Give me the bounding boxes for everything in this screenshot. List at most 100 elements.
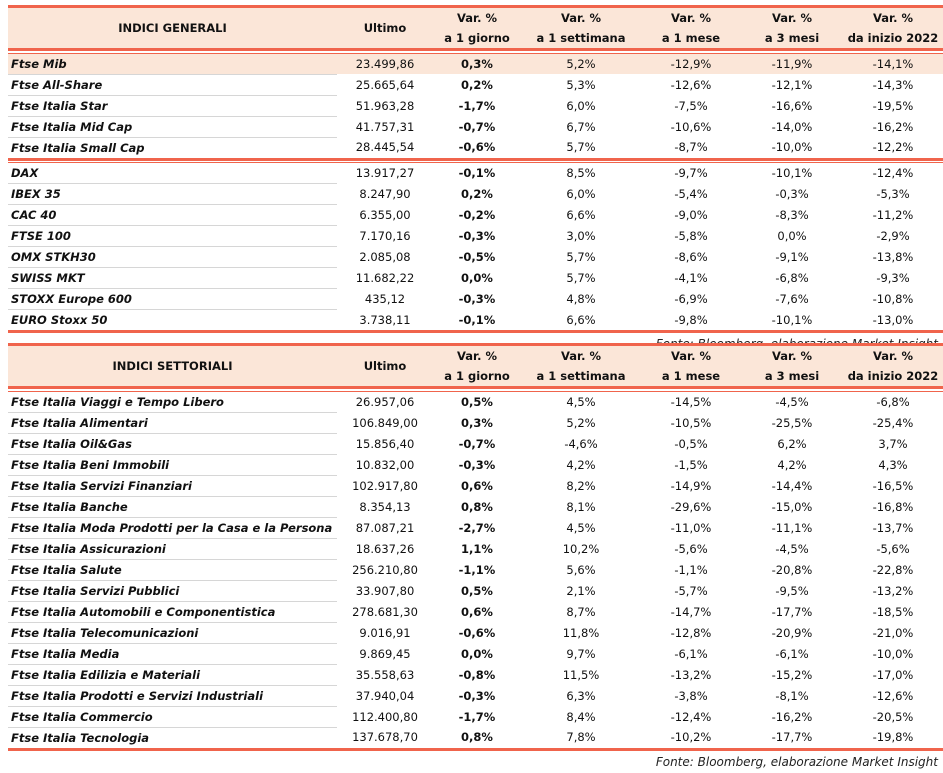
cell-d1: -0,7%	[458, 436, 496, 451]
cell-m1: -11,0%	[670, 520, 712, 535]
table-row: Ftse Italia Edilizia e Materiali 35.558,6…	[8, 664, 943, 686]
table-row: SWISS MKT 11.682,22 0,0% 5,7% -4,1% -6,8% -9,3…	[8, 267, 943, 289]
cell-ytd: -10,8%	[872, 292, 914, 306]
cell-name: Ftse Italia Salute	[8, 559, 337, 581]
cell-w1: 4,5%	[566, 394, 596, 409]
table-row: Ftse Italia Mid Cap 41.757,31 -0,7% 6,7% -10…	[8, 116, 943, 138]
cell-ytd: -5,3%	[876, 187, 910, 201]
cell-m3: -11,9%	[771, 56, 813, 71]
table-row: Ftse Mib 23.499,86 0,3% 5,2% -12,9% -11,9% -14…	[8, 53, 943, 75]
cell-ytd: -2,9%	[876, 229, 910, 243]
cell-d1: -0,5%	[458, 250, 496, 264]
cell-last: 8.354,13	[359, 499, 411, 514]
cell-d1: 0,8%	[461, 499, 493, 514]
cell-w1: 8,1%	[566, 499, 596, 514]
col-header-line1: Var. %	[772, 349, 812, 363]
col-header-ultimo: Ultimo	[363, 21, 407, 35]
cell-m1: -9,8%	[641, 309, 741, 333]
cell-m3: 6,2%	[777, 436, 807, 451]
header-row: INDICI GENERALI Ultimo Var. % a 1 giorno Var…	[8, 6, 943, 50]
cell-m3: -10,0%	[771, 140, 813, 155]
cell-last: 7.170,16	[359, 229, 411, 243]
col-header-ultimo: Ultimo	[363, 359, 407, 373]
cell-ytd: -16,5%	[872, 478, 914, 493]
cell-name: IBEX 35	[8, 183, 337, 205]
cell-m1: -1,5%	[674, 457, 708, 472]
cell-ytd: -12,4%	[872, 166, 914, 181]
cell-m1: -8,7%	[674, 140, 708, 155]
cell-name: Ftse Italia Media	[8, 643, 337, 665]
cell-last: 137.678,70	[337, 727, 433, 751]
cell-d1: -0,6%	[458, 625, 496, 640]
table-row: Ftse Italia Oil&Gas 15.856,40 -0,7% -4,6% -0…	[8, 433, 943, 455]
cell-w1: 2,1%	[566, 583, 596, 598]
col-header-line2: da inizio 2022	[847, 31, 939, 45]
cell-name: Ftse Italia Moda Prodotti per la Casa e …	[8, 517, 337, 539]
cell-d1: -0,3%	[458, 229, 496, 243]
cell-last: 18.637,26	[355, 541, 415, 556]
table-row: Ftse Italia Prodotti e Servizi Industria…	[8, 685, 943, 707]
cell-last: 13.917,27	[355, 166, 415, 181]
cell-m3: -12,1%	[771, 77, 813, 92]
cell-d1: 0,2%	[461, 77, 493, 92]
cell-ytd: -13,7%	[872, 520, 914, 535]
cell-d1: -0,7%	[458, 119, 496, 134]
col-header: Var. % a 1 giorno	[433, 345, 521, 388]
cell-d1: -1,7%	[458, 709, 496, 724]
cell-w1: 5,2%	[566, 56, 596, 71]
col-header-line1: Var. %	[873, 349, 913, 363]
table-row: Ftse Italia Salute 256.210,80 -1,1% 5,6% -1,…	[8, 559, 943, 581]
col-header: Var. % a 1 settimana	[521, 345, 641, 388]
cell-name: Ftse Italia Beni Immobili	[8, 454, 337, 476]
cell-m3: -9,1%	[775, 250, 809, 264]
table-row: Ftse Italia Small Cap 28.445,54 -0,6% 5,7% -…	[8, 137, 943, 159]
cell-w1: 8,5%	[566, 166, 596, 181]
cell-m3: -14,0%	[771, 119, 813, 134]
cell-last: 37.940,04	[355, 688, 415, 703]
cell-last: 9.869,45	[359, 646, 411, 661]
cell-last: 112.400,80	[352, 709, 418, 724]
cell-ytd: -22,8%	[872, 562, 914, 577]
cell-last: 256.210,80	[352, 562, 418, 577]
cell-d1: 0,8%	[433, 727, 521, 751]
table-row: Ftse Italia Tecnologia 137.678,70 0,8% 7,8%…	[8, 727, 943, 751]
cell-last: 9.016,91	[359, 625, 411, 640]
cell-m1: -14,9%	[670, 478, 712, 493]
col-header: Var. % a 1 mese	[641, 345, 741, 388]
cell-d1: 0,3%	[461, 56, 493, 71]
cell-m3: -6,1%	[775, 646, 809, 661]
col-header: Var. % a 3 mesi	[741, 7, 843, 50]
cell-m3: -4,5%	[775, 541, 809, 556]
cell-m3: -14,4%	[771, 478, 813, 493]
cell-ytd: -21,0%	[872, 625, 914, 640]
cell-ytd: -16,8%	[872, 499, 914, 514]
cell-m1: -3,8%	[674, 688, 708, 703]
cell-d1: 0,3%	[461, 415, 493, 430]
cell-name: OMX STKH30	[8, 246, 337, 268]
cell-name: Ftse Italia Tecnologia	[11, 730, 150, 745]
cell-name: Ftse Italia Prodotti e Servizi Industria…	[8, 685, 337, 707]
table-row: Ftse Italia Servizi Finanziari 102.917,80…	[8, 475, 943, 497]
sector-indices-table-block: INDICI SETTORIALI Ultimo Var. % a 1 giorno V…	[8, 343, 943, 773]
cell-name: FTSE 100	[8, 225, 337, 247]
cell-w1: 11,5%	[562, 667, 600, 682]
cell-name: Ftse Italia Automobili e Componentistica	[8, 601, 337, 623]
cell-w1: 5,7%	[566, 271, 596, 285]
cell-last: 278.681,30	[352, 604, 418, 619]
cell-ytd: -17,0%	[872, 667, 914, 682]
cell-m3: -17,7%	[771, 604, 813, 619]
cell-last: 41.757,31	[355, 119, 415, 134]
cell-w1: 11,8%	[562, 625, 600, 640]
cell-ytd: -12,2%	[872, 140, 914, 155]
table-row: Ftse Italia Telecomunicazioni 9.016,91 -0,…	[8, 622, 943, 644]
table-title: INDICI GENERALI	[118, 21, 227, 35]
cell-d1: -0,3%	[458, 292, 496, 306]
cell-w1: 6,7%	[566, 119, 596, 134]
cell-m1: -13,2%	[670, 667, 712, 682]
table-row: OMX STKH30 2.085,08 -0,5% 5,7% -8,6% -9,1% -13…	[8, 246, 943, 268]
cell-m3: -17,7%	[741, 727, 843, 751]
cell-w1: 6,6%	[521, 309, 641, 333]
cell-w1: 5,2%	[566, 415, 596, 430]
cell-last: 6.355,00	[359, 208, 411, 222]
cell-m3: -8,1%	[775, 688, 809, 703]
